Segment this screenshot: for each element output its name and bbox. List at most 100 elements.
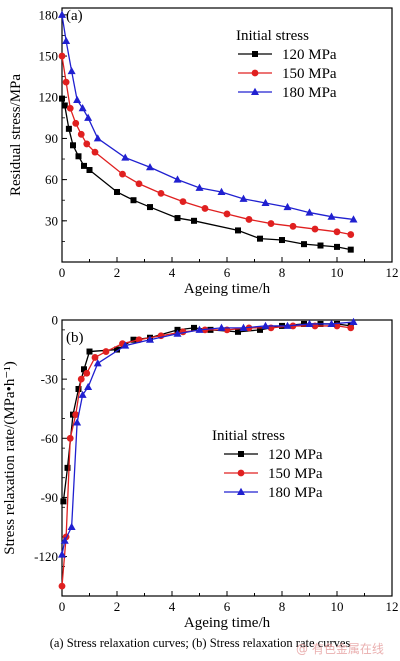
data-point-a-0-9 (147, 204, 153, 211)
x-tick-label-a-4: 8 (279, 265, 286, 280)
y-tick-label-b-1: -30 (41, 372, 58, 387)
legend-label-a-2: 180 MPa (282, 85, 337, 101)
legend-title-b: Initial stress (212, 428, 285, 444)
legend-marker-a-1 (251, 69, 259, 77)
data-point-a-2-12 (239, 194, 248, 202)
data-point-b-0-7 (130, 336, 137, 343)
legend-b: Initial stress 120 MPa 150 MPa 180 MPa (212, 428, 323, 501)
data-point-b-1-19 (347, 324, 355, 332)
data-point-a-2-17 (349, 215, 358, 223)
x-tick-label-b-1: 2 (114, 599, 121, 614)
data-point-b-0-0 (60, 498, 67, 505)
data-point-a-2-1 (62, 36, 71, 44)
data-point-a-2-5 (84, 113, 93, 121)
legend-marker-a-2 (251, 87, 259, 95)
data-point-a-2-3 (73, 95, 82, 103)
data-point-b-0-12 (235, 328, 241, 335)
x-tick-label-b-2: 4 (169, 599, 176, 614)
y-tick-label-b-4: -120 (34, 549, 58, 564)
data-point-b-2-8 (146, 335, 154, 343)
legend-label-b-1: 150 MPa (268, 466, 323, 482)
data-point-b-2-0 (58, 550, 66, 558)
data-point-b-0-3 (75, 386, 82, 392)
data-point-a-0-1 (61, 102, 68, 109)
plot-frame-a (61, 7, 393, 263)
series-line-b-2 (61, 321, 354, 555)
data-point-b-2-17 (349, 317, 358, 325)
legend-marker-a-0 (252, 51, 258, 57)
data-point-a-0-17 (334, 243, 340, 250)
data-point-a-0-8 (130, 197, 137, 204)
legend-label-a-0: 120 MPa (282, 47, 337, 63)
legend-label-a-1: 150 MPa (282, 66, 337, 82)
data-point-b-1-6 (91, 354, 99, 361)
x-tick-label-a-1: 2 (114, 265, 121, 280)
watermark: @ 有色金属在线 (296, 642, 384, 656)
data-point-a-1-7 (119, 170, 126, 178)
data-point-b-1-7 (102, 348, 110, 355)
series-a-1 (58, 52, 355, 238)
legend-marker-b-2 (237, 487, 245, 495)
y-tick-label-a-0: 30 (45, 213, 58, 228)
data-point-b-1-5 (83, 369, 91, 377)
legend-label-b-0: 120 MPa (268, 447, 323, 463)
data-point-a-0-3 (70, 142, 76, 149)
y-tick-label-a-4: 150 (39, 49, 59, 64)
data-point-b-2-1 (60, 536, 69, 544)
data-point-b-1-3 (72, 411, 80, 419)
data-point-b-2-4 (78, 390, 87, 398)
data-point-a-2-0 (58, 10, 66, 18)
data-point-a-0-13 (257, 235, 263, 242)
data-point-a-0-12 (235, 227, 241, 234)
data-point-b-0-13 (257, 326, 263, 333)
y-tick-label-a-3: 120 (39, 90, 59, 105)
x-axis-label-a: Ageing time/h (184, 281, 271, 297)
x-tick-label-b-0: 0 (59, 599, 66, 614)
x-tick-label-a-5: 10 (331, 265, 344, 280)
series-b-2 (58, 317, 358, 558)
data-point-a-2-7 (121, 153, 130, 161)
data-point-a-2-13 (261, 198, 270, 206)
y-tick-label-b-2: -60 (41, 431, 58, 446)
data-point-b-2-13 (261, 321, 270, 329)
legend-marker-b-0 (238, 451, 244, 457)
data-point-a-1-17 (333, 228, 341, 236)
y-axis-label-a: Residual stress/MPa (8, 74, 24, 196)
data-point-a-2-8 (146, 163, 154, 171)
data-point-a-0-6 (86, 167, 93, 174)
panel-label-b: (b) (66, 330, 84, 346)
x-tick-label-b-6: 12 (386, 599, 399, 614)
data-point-b-2-10 (195, 325, 204, 333)
data-point-b-2-11 (217, 323, 226, 331)
data-point-b-2-5 (84, 382, 93, 391)
data-point-a-1-0 (58, 52, 66, 60)
data-point-b-2-7 (121, 341, 130, 349)
data-point-a-1-16 (311, 225, 319, 233)
x-axis-label-b: Ageing time/h (184, 615, 271, 631)
data-point-a-0-11 (191, 217, 197, 224)
data-point-b-1-4 (77, 375, 85, 383)
data-point-a-0-2 (65, 125, 72, 132)
panel-a-residual-stress: 0 2 4 6 8 10 12 30 60 90 120 150 180 Ageing time/h Res… (8, 7, 399, 297)
data-point-a-0-14 (279, 237, 285, 244)
data-point-a-2-6 (93, 134, 102, 142)
x-tick-label-a-3: 6 (224, 265, 231, 280)
data-point-b-2-16 (327, 319, 336, 327)
data-point-b-1-2 (66, 434, 74, 442)
x-tick-label-a-0: 0 (59, 265, 66, 280)
x-tick-label-b-4: 8 (279, 599, 286, 614)
data-point-a-1-11 (201, 205, 209, 212)
data-point-a-1-3 (72, 119, 80, 127)
data-point-a-1-2 (66, 104, 74, 112)
data-point-a-2-4 (78, 104, 87, 112)
series-a-2 (58, 10, 358, 223)
data-point-b-2-14 (283, 321, 292, 329)
data-point-a-0-16 (317, 242, 324, 249)
data-point-b-0-10 (191, 324, 197, 331)
data-point-a-0-7 (114, 188, 120, 195)
data-point-b-2-3 (73, 418, 82, 426)
data-point-a-2-11 (217, 187, 226, 195)
data-point-a-2-16 (327, 212, 336, 220)
data-point-a-1-5 (83, 140, 91, 148)
